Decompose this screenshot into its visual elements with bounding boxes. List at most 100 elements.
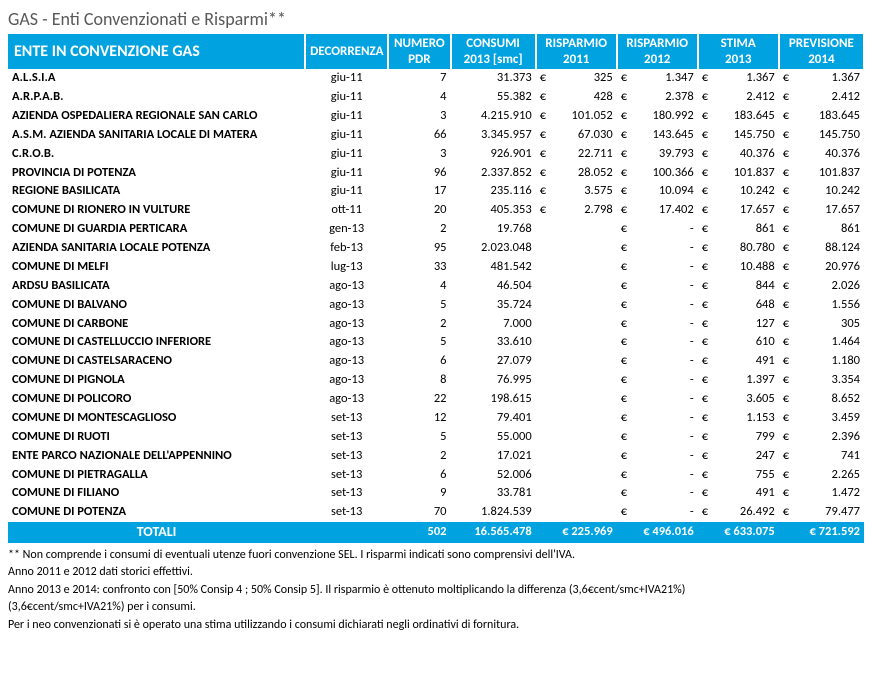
cell-ente: ARDSU BASILICATA	[8, 277, 305, 296]
cell-pdr: 5	[388, 296, 450, 315]
cell-prev-2014: €101.837	[779, 164, 864, 183]
cell-prev-2014: €8.652	[779, 390, 864, 409]
cell-stima-2013: €844	[698, 277, 779, 296]
cell-risp-2012: €10.094	[617, 182, 698, 201]
cell-ente: COMUNE DI MONTESCAGLIOSO	[8, 409, 305, 428]
cell-pdr: 5	[388, 333, 450, 352]
cell-pdr: 33	[388, 258, 450, 277]
cell-ente: COMUNE DI GUARDIA PERTICARA	[8, 220, 305, 239]
table-row: C.R.O.B.giu-113926.901€22.711€39.793€40.…	[8, 145, 864, 164]
totals-decor	[305, 522, 388, 543]
cell-risp-2011: €101.052	[536, 107, 617, 126]
col-stima-2013: STIMA 2013	[698, 34, 779, 69]
cell-prev-2014: €145.750	[779, 126, 864, 145]
cell-decorrenza: ago-13	[305, 333, 388, 352]
cell-risp-2012: €-	[617, 466, 698, 485]
cell-risp-2011	[536, 258, 617, 277]
cell-prev-2014: €1.367	[779, 69, 864, 88]
cell-risp-2012: €100.366	[617, 164, 698, 183]
cell-ente: A.R.P.A.B.	[8, 88, 305, 107]
cell-ente: AZIENDA SANITARIA LOCALE POTENZA	[8, 239, 305, 258]
cell-prev-2014: €1.472	[779, 484, 864, 503]
cell-risp-2012: €-	[617, 390, 698, 409]
cell-prev-2014: €2.412	[779, 88, 864, 107]
cell-pdr: 3	[388, 107, 450, 126]
totals-consumi: 16.565.478	[451, 522, 536, 543]
table-row: COMUNE DI BALVANOago-13535.724€-€648€1.5…	[8, 296, 864, 315]
footnote-line: (3,6€cent/smc+IVA21%) per i consumi.	[8, 599, 865, 616]
cell-prev-2014: €741	[779, 447, 864, 466]
page-title: GAS - Enti Convenzionati e Risparmi**	[8, 8, 865, 30]
cell-ente: C.R.O.B.	[8, 145, 305, 164]
cell-stima-2013: €80.780	[698, 239, 779, 258]
cell-decorrenza: set-13	[305, 484, 388, 503]
table-row: COMUNE DI RUOTIset-13555.000€-€799€2.396	[8, 428, 864, 447]
cell-consumi: 19.768	[451, 220, 536, 239]
cell-pdr: 22	[388, 390, 450, 409]
col-pdr: NUMERO PDR	[388, 34, 450, 69]
cell-ente: COMUNE DI PIGNOLA	[8, 371, 305, 390]
col-risp-2011: RISPARMIO 2011	[536, 34, 617, 69]
cell-ente: A.S.M. AZIENDA SANITARIA LOCALE DI MATER…	[8, 126, 305, 145]
cell-pdr: 2	[388, 447, 450, 466]
cell-prev-2014: €2.265	[779, 466, 864, 485]
cell-ente: COMUNE DI MELFI	[8, 258, 305, 277]
data-table: ENTE IN CONVENZIONE GAS DECORRENZA NUMER…	[8, 34, 865, 543]
cell-consumi: 17.021	[451, 447, 536, 466]
cell-decorrenza: set-13	[305, 428, 388, 447]
cell-risp-2011	[536, 409, 617, 428]
table-row: AZIENDA OSPEDALIERA REGIONALE SAN CARLOg…	[8, 107, 864, 126]
cell-risp-2011: €28.052	[536, 164, 617, 183]
cell-risp-2011	[536, 390, 617, 409]
cell-consumi: 7.000	[451, 315, 536, 334]
cell-stima-2013: €40.376	[698, 145, 779, 164]
totals-pdr: 502	[388, 522, 450, 543]
cell-consumi: 76.995	[451, 371, 536, 390]
cell-stima-2013: €3.605	[698, 390, 779, 409]
cell-pdr: 9	[388, 484, 450, 503]
cell-risp-2012: €17.402	[617, 201, 698, 220]
cell-prev-2014: €1.556	[779, 296, 864, 315]
cell-ente: AZIENDA OSPEDALIERA REGIONALE SAN CARLO	[8, 107, 305, 126]
cell-risp-2012: €2.378	[617, 88, 698, 107]
cell-decorrenza: ago-13	[305, 390, 388, 409]
totals-label: TOTALI	[8, 522, 305, 543]
cell-ente: COMUNE DI RUOTI	[8, 428, 305, 447]
cell-stima-2013: €755	[698, 466, 779, 485]
cell-risp-2012: €-	[617, 239, 698, 258]
cell-consumi: 481.542	[451, 258, 536, 277]
cell-prev-2014: €1.464	[779, 333, 864, 352]
cell-risp-2012: €-	[617, 503, 698, 522]
col-prev-2014: PREVISIONE 2014	[779, 34, 864, 69]
cell-risp-2011	[536, 277, 617, 296]
cell-decorrenza: giu-11	[305, 145, 388, 164]
col-consumi: CONSUMI 2013 [smc]	[451, 34, 536, 69]
cell-risp-2011	[536, 333, 617, 352]
cell-risp-2011	[536, 371, 617, 390]
cell-risp-2012: €-	[617, 447, 698, 466]
table-row: COMUNE DI RIONERO IN VULTUREott-1120405.…	[8, 201, 864, 220]
cell-risp-2012: €-	[617, 352, 698, 371]
cell-prev-2014: €2.026	[779, 277, 864, 296]
cell-risp-2011	[536, 428, 617, 447]
cell-prev-2014: €2.396	[779, 428, 864, 447]
footnotes: ** Non comprende i consumi di eventuali …	[8, 547, 865, 634]
table-row: PROVINCIA DI POTENZAgiu-11962.337.852€28…	[8, 164, 864, 183]
footnote-line: Anno 2011 e 2012 dati storici effettivi.	[8, 564, 865, 581]
cell-ente: COMUNE DI CASTELSARACENO	[8, 352, 305, 371]
cell-prev-2014: €88.124	[779, 239, 864, 258]
table-row: A.R.P.A.B.giu-11455.382€428€2.378€2.412€…	[8, 88, 864, 107]
cell-decorrenza: set-13	[305, 503, 388, 522]
cell-pdr: 17	[388, 182, 450, 201]
totals-p14: € 721.592	[779, 522, 864, 543]
cell-risp-2012: €-	[617, 258, 698, 277]
cell-ente: COMUNE DI PIETRAGALLA	[8, 466, 305, 485]
cell-consumi: 52.006	[451, 466, 536, 485]
cell-stima-2013: €1.367	[698, 69, 779, 88]
cell-pdr: 5	[388, 428, 450, 447]
cell-prev-2014: €3.354	[779, 371, 864, 390]
footnote-line: ** Non comprende i consumi di eventuali …	[8, 547, 865, 564]
table-row: COMUNE DI PIETRAGALLAset-13652.006€-€755…	[8, 466, 864, 485]
cell-pdr: 8	[388, 371, 450, 390]
footnote-line: Per i neo convenzionati si è operato una…	[8, 617, 865, 634]
